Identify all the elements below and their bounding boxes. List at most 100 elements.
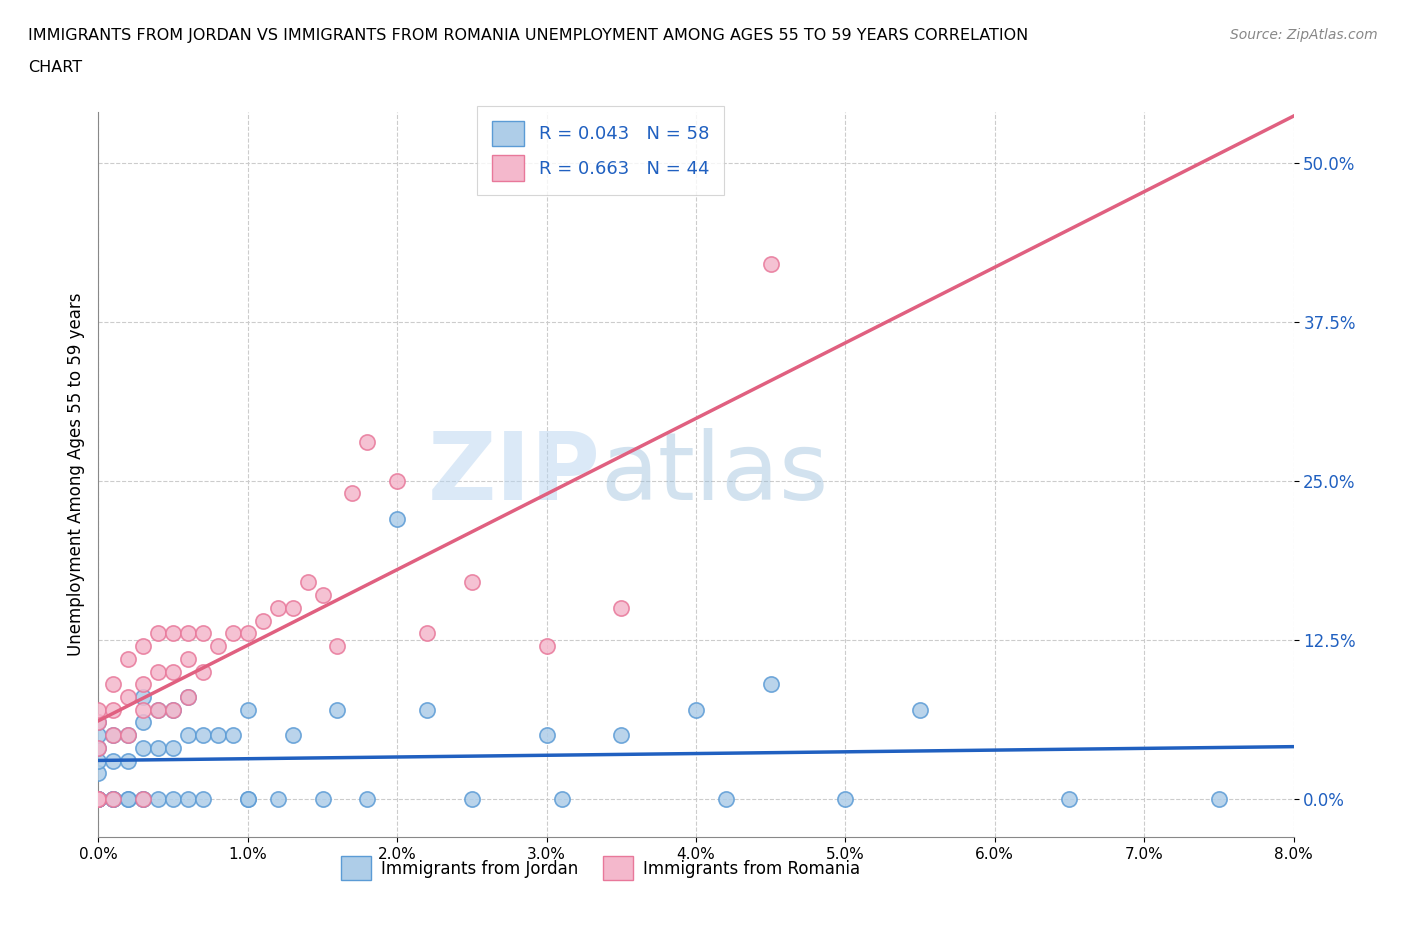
Point [236, 626, 259, 641]
Point [87, 715, 110, 730]
Point [834, 791, 856, 806]
Point [236, 791, 259, 806]
Point [148, 702, 170, 717]
Point [148, 740, 170, 755]
Point [326, 639, 349, 654]
Point [148, 791, 170, 806]
Point [103, 728, 125, 743]
Point [281, 601, 304, 616]
Point [132, 791, 155, 806]
Point [87, 715, 110, 730]
Point [103, 791, 125, 806]
Legend: Immigrants from Jordan, Immigrants from Romania: Immigrants from Jordan, Immigrants from … [335, 850, 866, 886]
Point [132, 689, 155, 704]
Point [117, 753, 139, 768]
Point [162, 740, 184, 755]
Point [326, 702, 349, 717]
Point [191, 728, 214, 743]
Point [207, 639, 229, 654]
Point [177, 651, 200, 666]
Point [610, 728, 633, 743]
Point [1059, 791, 1081, 806]
Point [177, 791, 200, 806]
Point [177, 689, 200, 704]
Point [87, 791, 110, 806]
Point [416, 626, 439, 641]
Point [759, 257, 782, 272]
Point [148, 664, 170, 679]
Point [162, 702, 184, 717]
Point [103, 728, 125, 743]
Point [87, 766, 110, 781]
Point [162, 702, 184, 717]
Point [87, 791, 110, 806]
Point [148, 702, 170, 717]
Point [87, 728, 110, 743]
Point [416, 702, 439, 717]
Point [87, 791, 110, 806]
Point [117, 689, 139, 704]
Point [252, 613, 274, 628]
Point [132, 791, 155, 806]
Point [267, 791, 290, 806]
Point [385, 512, 409, 526]
Point [385, 473, 409, 488]
Point [132, 791, 155, 806]
Point [908, 702, 931, 717]
Point [87, 740, 110, 755]
Point [610, 601, 633, 616]
Text: atlas: atlas [600, 429, 828, 520]
Point [162, 791, 184, 806]
Text: IMMIGRANTS FROM JORDAN VS IMMIGRANTS FROM ROMANIA UNEMPLOYMENT AMONG AGES 55 TO : IMMIGRANTS FROM JORDAN VS IMMIGRANTS FRO… [28, 28, 1028, 43]
Point [342, 486, 364, 501]
Point [356, 435, 378, 450]
Point [87, 740, 110, 755]
Point [311, 588, 333, 603]
Point [714, 791, 737, 806]
Point [177, 689, 200, 704]
Point [281, 728, 304, 743]
Point [87, 791, 110, 806]
Point [148, 626, 170, 641]
Point [207, 728, 229, 743]
Point [311, 791, 333, 806]
Point [117, 791, 139, 806]
Point [461, 791, 484, 806]
Point [103, 791, 125, 806]
Point [132, 740, 155, 755]
Point [267, 601, 290, 616]
Text: CHART: CHART [28, 60, 82, 75]
Point [132, 715, 155, 730]
Point [177, 728, 200, 743]
Point [177, 626, 200, 641]
Point [685, 702, 707, 717]
Text: ZIP: ZIP [427, 429, 600, 520]
Point [87, 753, 110, 768]
Point [222, 626, 245, 641]
Point [103, 702, 125, 717]
Point [117, 651, 139, 666]
Point [356, 791, 378, 806]
Point [87, 791, 110, 806]
Point [162, 664, 184, 679]
Point [191, 664, 214, 679]
Point [132, 702, 155, 717]
Point [103, 791, 125, 806]
Point [536, 728, 558, 743]
Point [191, 791, 214, 806]
Point [87, 791, 110, 806]
Point [103, 753, 125, 768]
Point [117, 728, 139, 743]
Point [103, 677, 125, 692]
Point [117, 791, 139, 806]
Point [103, 791, 125, 806]
Point [461, 575, 484, 590]
Point [191, 626, 214, 641]
Point [132, 639, 155, 654]
Point [297, 575, 319, 590]
Point [87, 702, 110, 717]
Point [87, 791, 110, 806]
Text: Source: ZipAtlas.com: Source: ZipAtlas.com [1230, 28, 1378, 42]
Point [236, 702, 259, 717]
Point [536, 639, 558, 654]
